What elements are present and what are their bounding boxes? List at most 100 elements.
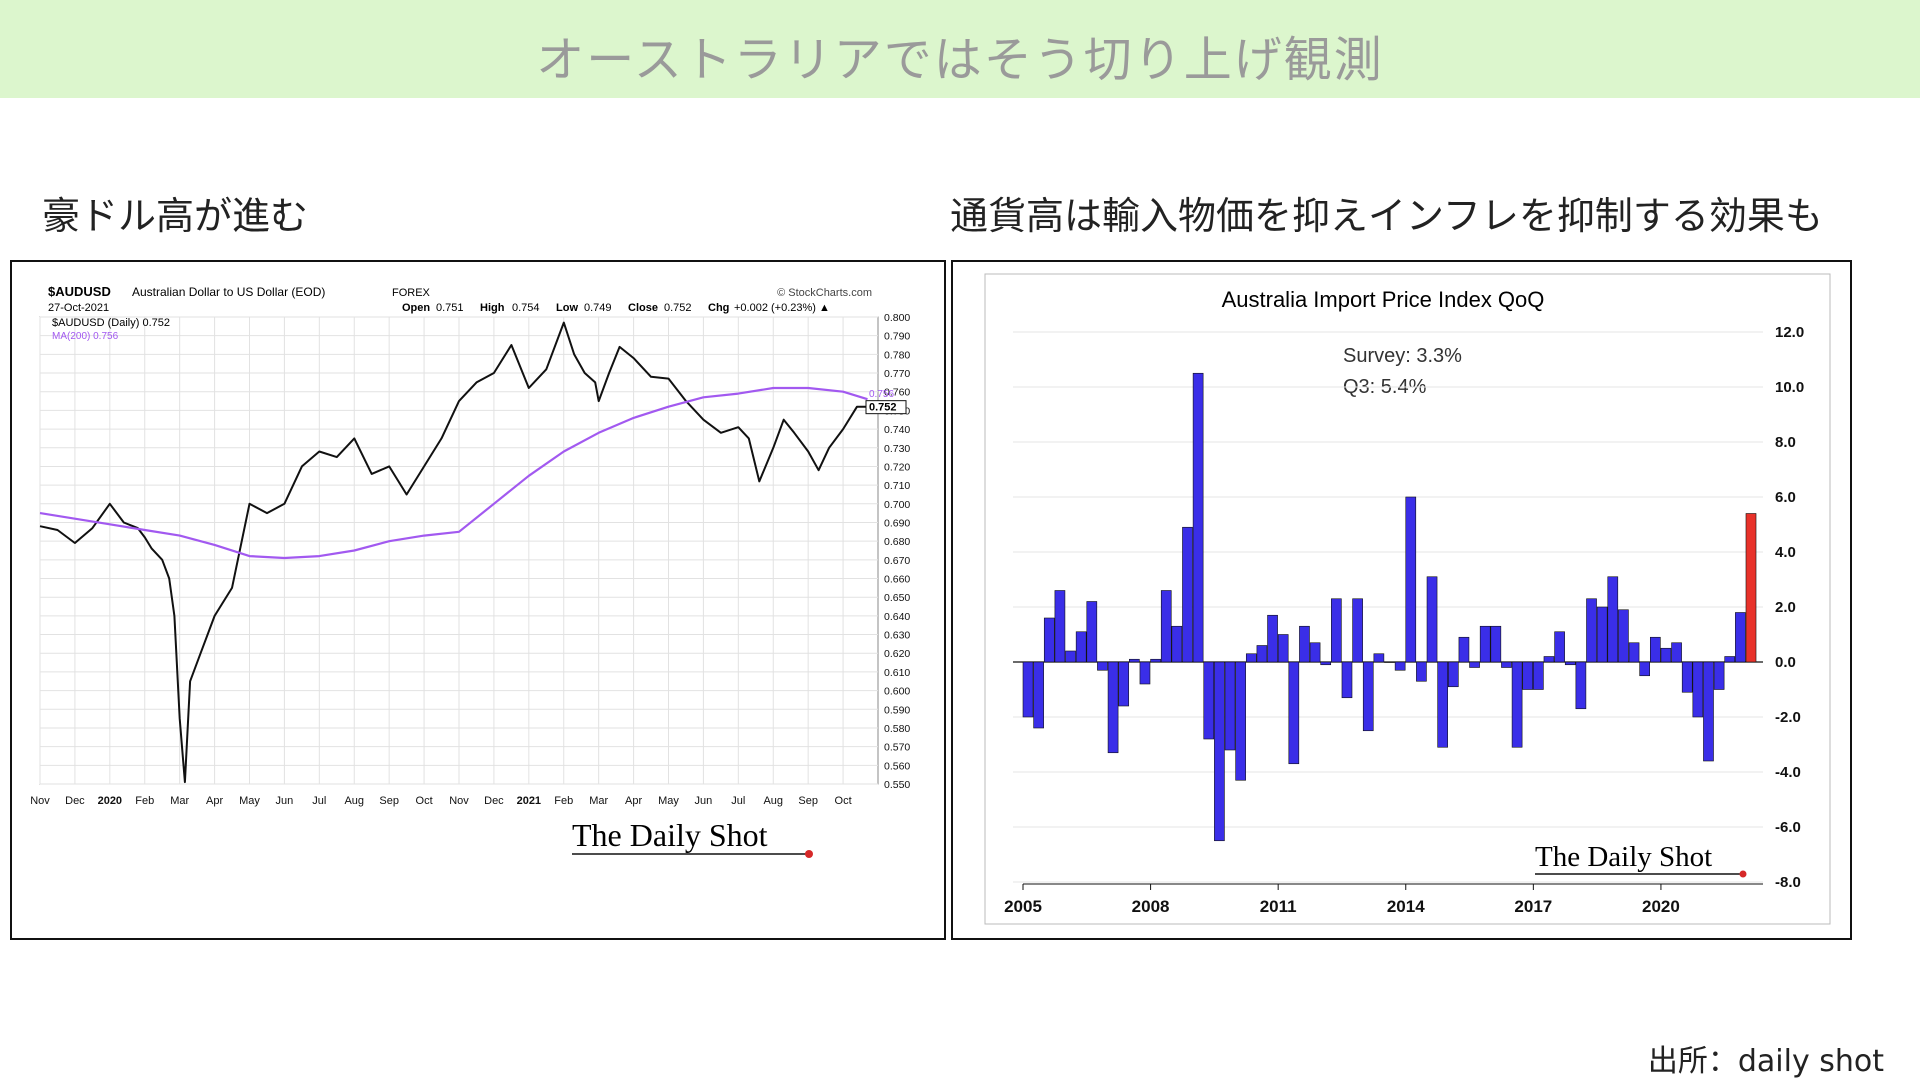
audusd-x-tick: Oct (416, 795, 433, 807)
import-price-bar (1447, 661, 1459, 688)
audusd-y-tick: 0.770 (884, 368, 910, 380)
import-price-x-tick: 2011 (1260, 897, 1297, 916)
import-price-x-tick: 2005 (1004, 897, 1042, 916)
audusd-y-tick: 0.700 (884, 499, 910, 511)
daily-shot-logo-right: The Daily Shot (1535, 841, 1747, 878)
audusd-y-tick: 0.650 (884, 592, 910, 604)
import-price-bar (1075, 631, 1087, 663)
audusd-x-tick: Jun (695, 795, 713, 807)
import-price-y-tick: 10.0 (1775, 379, 1804, 396)
audusd-x-tick: Aug (344, 795, 364, 807)
import-price-bar (1692, 661, 1704, 718)
high-value: 0.754 (512, 302, 540, 314)
ma-value-label: 0.756 (869, 389, 894, 400)
import-price-bar (1618, 609, 1629, 663)
import-price-bar (1054, 590, 1066, 663)
audusd-x-tick: Mar (170, 795, 189, 807)
import-price-bar (1511, 661, 1523, 748)
low-value: 0.749 (584, 302, 612, 314)
import-price-bar (1384, 661, 1395, 663)
audusd-y-tick: 0.610 (884, 667, 910, 679)
audusd-x-axis: Nov Dec 2020 Feb Mar Apr May Jun Jul Aug Sep Oct Nov… (30, 795, 851, 807)
audusd-y-tick: 0.550 (884, 779, 910, 791)
audusd-x-tick: Jul (312, 795, 326, 807)
import-price-bar (1352, 598, 1363, 663)
import-price-plot-border (984, 273, 1831, 925)
import-price-bar (1596, 606, 1608, 663)
import-price-bar (1373, 653, 1385, 663)
import-price-bar (1214, 661, 1225, 842)
audusd-y-tick: 0.560 (884, 760, 910, 772)
import-price-bar (1458, 636, 1470, 663)
audusd-y-tick: 0.740 (884, 424, 910, 436)
audusd-y-axis: 0.8000.7900.7800.7700.7600.7500.7400.730… (884, 312, 910, 791)
import-price-bar (1107, 661, 1119, 754)
close-value: 0.752 (664, 302, 692, 314)
audusd-y-tick: 0.590 (884, 704, 910, 716)
import-price-x-tick: 2014 (1387, 897, 1425, 916)
source-note: 出所：daily shot (1647, 1044, 1884, 1079)
import-price-bar (1501, 661, 1512, 668)
import-price-bar (1639, 661, 1650, 677)
audusd-grid (39, 316, 879, 785)
import-price-bar (1735, 612, 1746, 663)
audusd-ohlc: Open 0.751 High 0.754 Low 0.749 Close 0.… (402, 302, 830, 314)
audusd-y-tick: 0.720 (884, 461, 910, 473)
daily-shot-logo-right-text: The Daily Shot (1535, 841, 1712, 873)
import-price-bar (1522, 661, 1534, 690)
import-price-x-tick: 2020 (1642, 897, 1680, 916)
legend-price: $AUDUSD (Daily) 0.752 (52, 317, 170, 329)
audusd-x-tick: Jul (731, 795, 745, 807)
import-price-bar (1309, 642, 1321, 663)
import-price-bar (1118, 661, 1130, 707)
audusd-x-tick: Dec (65, 795, 85, 807)
audusd-y-tick: 0.600 (884, 686, 910, 698)
import-price-y-tick: 4.0 (1775, 544, 1796, 561)
right-chart-heading: 通貨高は輸入物価を抑えインフレを抑制する効果も (950, 194, 1823, 238)
import-price-bar (1713, 661, 1725, 690)
audusd-y-tick: 0.730 (884, 443, 910, 455)
import-price-chart: Australia Import Price Index QoQ Survey:… (984, 273, 1831, 925)
import-price-x-axis: 2005 2008 2011 2014 2017 2020 (1004, 883, 1763, 916)
audusd-price-line (39, 321, 868, 784)
import-price-bar (1277, 634, 1289, 663)
audusd-y-tick: 0.630 (884, 630, 910, 642)
audusd-y-tick: 0.790 (884, 331, 910, 343)
import-price-bar (1203, 661, 1215, 740)
audusd-x-tick: May (239, 795, 260, 807)
audusd-market: FOREX (392, 287, 431, 299)
import-price-bar (1575, 661, 1587, 710)
import-price-bar (1086, 601, 1098, 663)
audusd-x-tick: Feb (135, 795, 154, 807)
title-banner (0, 0, 1920, 98)
import-price-y-tick: 0.0 (1775, 654, 1796, 671)
audusd-x-tick: 2020 (98, 795, 122, 807)
import-price-bar (1405, 496, 1417, 663)
import-price-bar (1416, 661, 1427, 682)
open-value: 0.751 (436, 302, 464, 314)
import-price-bar (1256, 645, 1268, 663)
audusd-series (39, 321, 868, 784)
import-price-bar (1331, 598, 1342, 663)
import-price-bar (1065, 650, 1076, 663)
audusd-ma200-line (39, 386, 868, 560)
import-price-bar (1660, 647, 1672, 663)
audusd-chart-frame: 0.8000.7900.7800.7700.7600.7500.7400.730… (10, 260, 946, 940)
audusd-y-tick: 0.680 (884, 536, 910, 548)
last-value-tag (865, 400, 907, 415)
import-price-bar (1554, 631, 1565, 663)
import-price-bar (1479, 625, 1491, 663)
audusd-date: 27-Oct-2021 (48, 302, 109, 314)
page-title: オーストラリアではそう切り上げ観測 (536, 32, 1384, 88)
close-label: Close (628, 302, 658, 314)
audusd-x-tick: Dec (484, 795, 504, 807)
import-price-y-tick: -2.0 (1775, 709, 1801, 726)
import-price-bar (1341, 661, 1353, 699)
import-price-bar (1724, 656, 1736, 663)
audusd-y-tick: 0.800 (884, 312, 910, 324)
daily-shot-logo: The Daily Shot (572, 817, 813, 858)
import-price-chart-frame: Australia Import Price Index QoQ Survey:… (951, 260, 1852, 940)
import-price-bar (1224, 661, 1236, 751)
import-price-bar (1362, 661, 1374, 732)
audusd-x-tick: Nov (30, 795, 50, 807)
